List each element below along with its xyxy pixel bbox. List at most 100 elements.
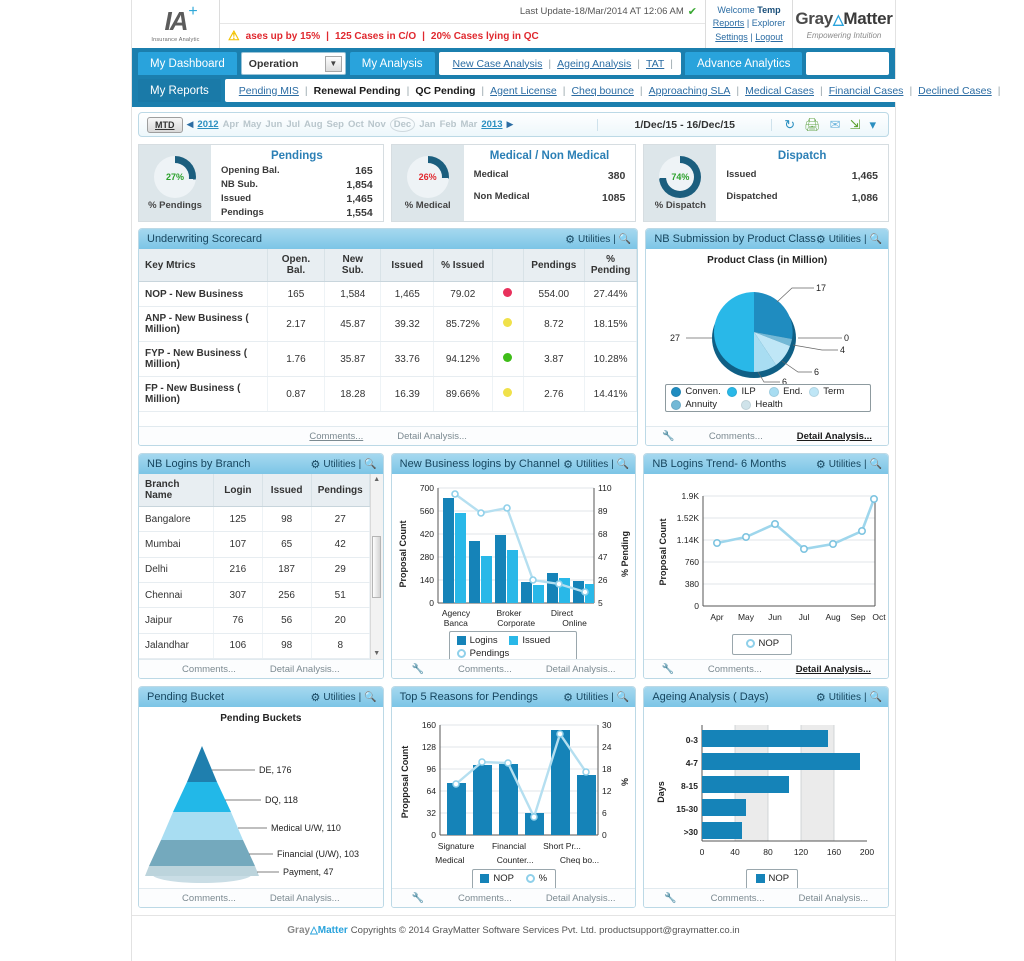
link-logout[interactable]: Logout (755, 31, 783, 42)
next-year-icon[interactable]: ▶ (506, 119, 514, 129)
gear-icon[interactable]: ⚙ (563, 458, 574, 471)
alert-item-1[interactable]: 125 Cases in C/O (334, 30, 417, 42)
link-ageing-analysis[interactable]: Ageing Analysis (557, 57, 632, 70)
month-apr[interactable]: Apr (222, 119, 239, 130)
legend-item-nop[interactable]: NOP (745, 638, 779, 649)
date-range-display[interactable]: 1/Dec/15 - 16/Dec/15 (597, 118, 773, 131)
link-tat[interactable]: TAT (646, 57, 665, 70)
comments-link[interactable]: Comments... (457, 663, 512, 675)
detail-analysis-link[interactable]: Detail Analysis... (795, 663, 871, 675)
scroll-down-icon[interactable]: ▼ (373, 650, 381, 657)
wrench-icon[interactable]: 🔧 (664, 892, 677, 904)
search-icon[interactable]: 🔍 (869, 233, 882, 245)
table-row[interactable]: Mumbai 107 65 42 (139, 531, 370, 558)
utilities-label[interactable]: Utilities (828, 691, 861, 703)
channel-combo-chart[interactable]: Proposal Count % Pending 700 560 420 280… (392, 474, 636, 624)
month-jul[interactable]: Jul (286, 119, 301, 130)
vertical-scrollbar[interactable]: ▲ ▼ (369, 474, 383, 659)
table-row[interactable]: Bangalore 125 98 27 (139, 506, 370, 533)
comments-link[interactable]: Comments... (182, 663, 236, 675)
utilities-label[interactable]: Utilities (576, 458, 609, 470)
legend-item-annuity[interactable]: Annuity (671, 399, 741, 410)
table-row[interactable]: Chennai 307 256 51 (139, 582, 370, 609)
legend-item-health[interactable]: Health (741, 399, 811, 410)
export-icon[interactable]: ⇲ (849, 117, 861, 132)
alert-item-2[interactable]: 20% Cases lying in QC (430, 30, 539, 42)
wrench-icon[interactable]: 🔧 (662, 430, 675, 442)
legend-item-nop[interactable]: NOP (480, 873, 514, 884)
gear-icon[interactable]: ⚙ (815, 233, 826, 246)
year-start[interactable]: 2012 (197, 119, 219, 130)
kpi-card-medical[interactable]: 26% % Medical Medical / Non Medical Medi… (390, 144, 637, 222)
legend-item-ilp[interactable]: ILP (727, 386, 769, 397)
gear-icon[interactable]: ⚙ (563, 691, 574, 704)
tab-my-analysis[interactable]: My Analysis (349, 52, 435, 75)
link-declined-cases[interactable]: Declined Cases (918, 84, 992, 97)
search-icon[interactable]: 🔍 (616, 458, 630, 470)
gear-icon[interactable]: ⚙ (310, 691, 321, 704)
utilities-label[interactable]: Utilities (828, 458, 861, 470)
utilities-label[interactable]: Utilities (828, 233, 861, 245)
table-row[interactable]: Jalandhar 106 98 8 (139, 633, 370, 659)
ageing-bar-chart[interactable]: Days (644, 707, 888, 867)
comments-link[interactable]: Comments... (710, 892, 765, 904)
month-dec[interactable]: Dec (389, 117, 416, 132)
month-mar[interactable]: Mar (460, 119, 478, 130)
legend-item-logins[interactable]: Logins (456, 635, 498, 646)
comments-link[interactable]: Comments... (707, 663, 762, 675)
gear-icon[interactable]: ⚙ (815, 691, 826, 704)
detail-analysis-link[interactable]: Detail Analysis... (545, 663, 616, 675)
tab-my-dashboard[interactable]: My Dashboard (138, 52, 237, 75)
comments-link[interactable]: Comments... (457, 892, 512, 904)
link-approaching-sla[interactable]: Approaching SLA (648, 84, 731, 97)
scrollbar-thumb[interactable] (372, 535, 382, 598)
legend-item-nop[interactable]: NOP (755, 873, 789, 884)
link-financial-cases[interactable]: Financial Cases (828, 84, 904, 97)
link-reports[interactable]: Reports (712, 18, 745, 29)
search-icon[interactable]: 🔍 (618, 233, 632, 245)
link-medical-cases[interactable]: Medical Cases (745, 84, 814, 97)
link-agent-license[interactable]: Agent License (490, 84, 557, 97)
table-row[interactable]: ANP - New Business ( Million) 2.17 45.87… (139, 306, 638, 342)
legend-item-pendings[interactable]: Pendings (456, 648, 509, 659)
filter-icon[interactable]: ▾ (869, 117, 876, 132)
month-aug[interactable]: Aug (304, 119, 323, 130)
comments-link[interactable]: Comments... (309, 430, 364, 442)
table-row[interactable]: FP - New Business ( Million) 0.87 18.28 … (139, 376, 638, 412)
gear-icon[interactable]: ⚙ (310, 458, 321, 471)
month-sep[interactable]: Sep (326, 119, 344, 130)
utilities-label[interactable]: Utilities (578, 233, 611, 245)
legend-item-conven[interactable]: Conven. (671, 386, 727, 397)
search-icon[interactable]: 🔍 (364, 458, 377, 470)
pending-buckets-pyramid-chart[interactable]: DE, 176 DQ, 118 Medical U/W, 110 Financi… (139, 724, 383, 888)
legend-item-end[interactable]: End. (769, 386, 809, 397)
detail-analysis-link[interactable]: Detail Analysis... (269, 892, 340, 904)
link-pending-mis[interactable]: Pending MIS (238, 84, 299, 97)
month-nov[interactable]: Nov (367, 119, 386, 130)
month-oct[interactable]: Oct (347, 119, 364, 130)
gear-icon[interactable]: ⚙ (815, 458, 826, 471)
prev-year-icon[interactable]: ◀ (186, 119, 194, 129)
print-icon[interactable]: 🖨 (804, 117, 821, 132)
detail-analysis-link[interactable]: Detail Analysis... (798, 892, 869, 904)
link-new-case-analysis[interactable]: New Case Analysis (452, 57, 543, 70)
dashboard-select[interactable]: Operation ▼ (240, 52, 346, 75)
tab-my-reports[interactable]: My Reports (138, 79, 221, 102)
table-row[interactable]: Delhi 216 187 29 (139, 557, 370, 583)
link-settings[interactable]: Settings (715, 31, 748, 42)
link-renewal-pending[interactable]: Renewal Pending (313, 84, 401, 97)
link-explorer[interactable]: Explorer (751, 18, 786, 29)
link-cheq-bounce[interactable]: Cheq bounce (571, 84, 634, 97)
scroll-up-icon[interactable]: ▲ (373, 476, 381, 483)
alert-item-0[interactable]: ases up by 15% (245, 30, 321, 42)
wrench-icon[interactable]: 🔧 (411, 892, 424, 904)
table-row[interactable]: NOP - New Business 165 1,584 1,465 79.02… (139, 281, 638, 307)
detail-analysis-link[interactable]: Detail Analysis... (269, 663, 340, 675)
comments-link[interactable]: Comments... (708, 430, 763, 442)
month-may[interactable]: May (242, 119, 262, 130)
app-logo[interactable]: IA + Insurance Analytic (132, 0, 220, 48)
month-feb[interactable]: Feb (439, 119, 457, 130)
tab-advance-analytics[interactable]: Advance Analytics (685, 52, 803, 75)
kpi-card-dispatch[interactable]: 74% % Dispatch Dispatch Issued 1,465 Dis… (643, 144, 890, 222)
search-icon[interactable]: 🔍 (869, 458, 883, 470)
